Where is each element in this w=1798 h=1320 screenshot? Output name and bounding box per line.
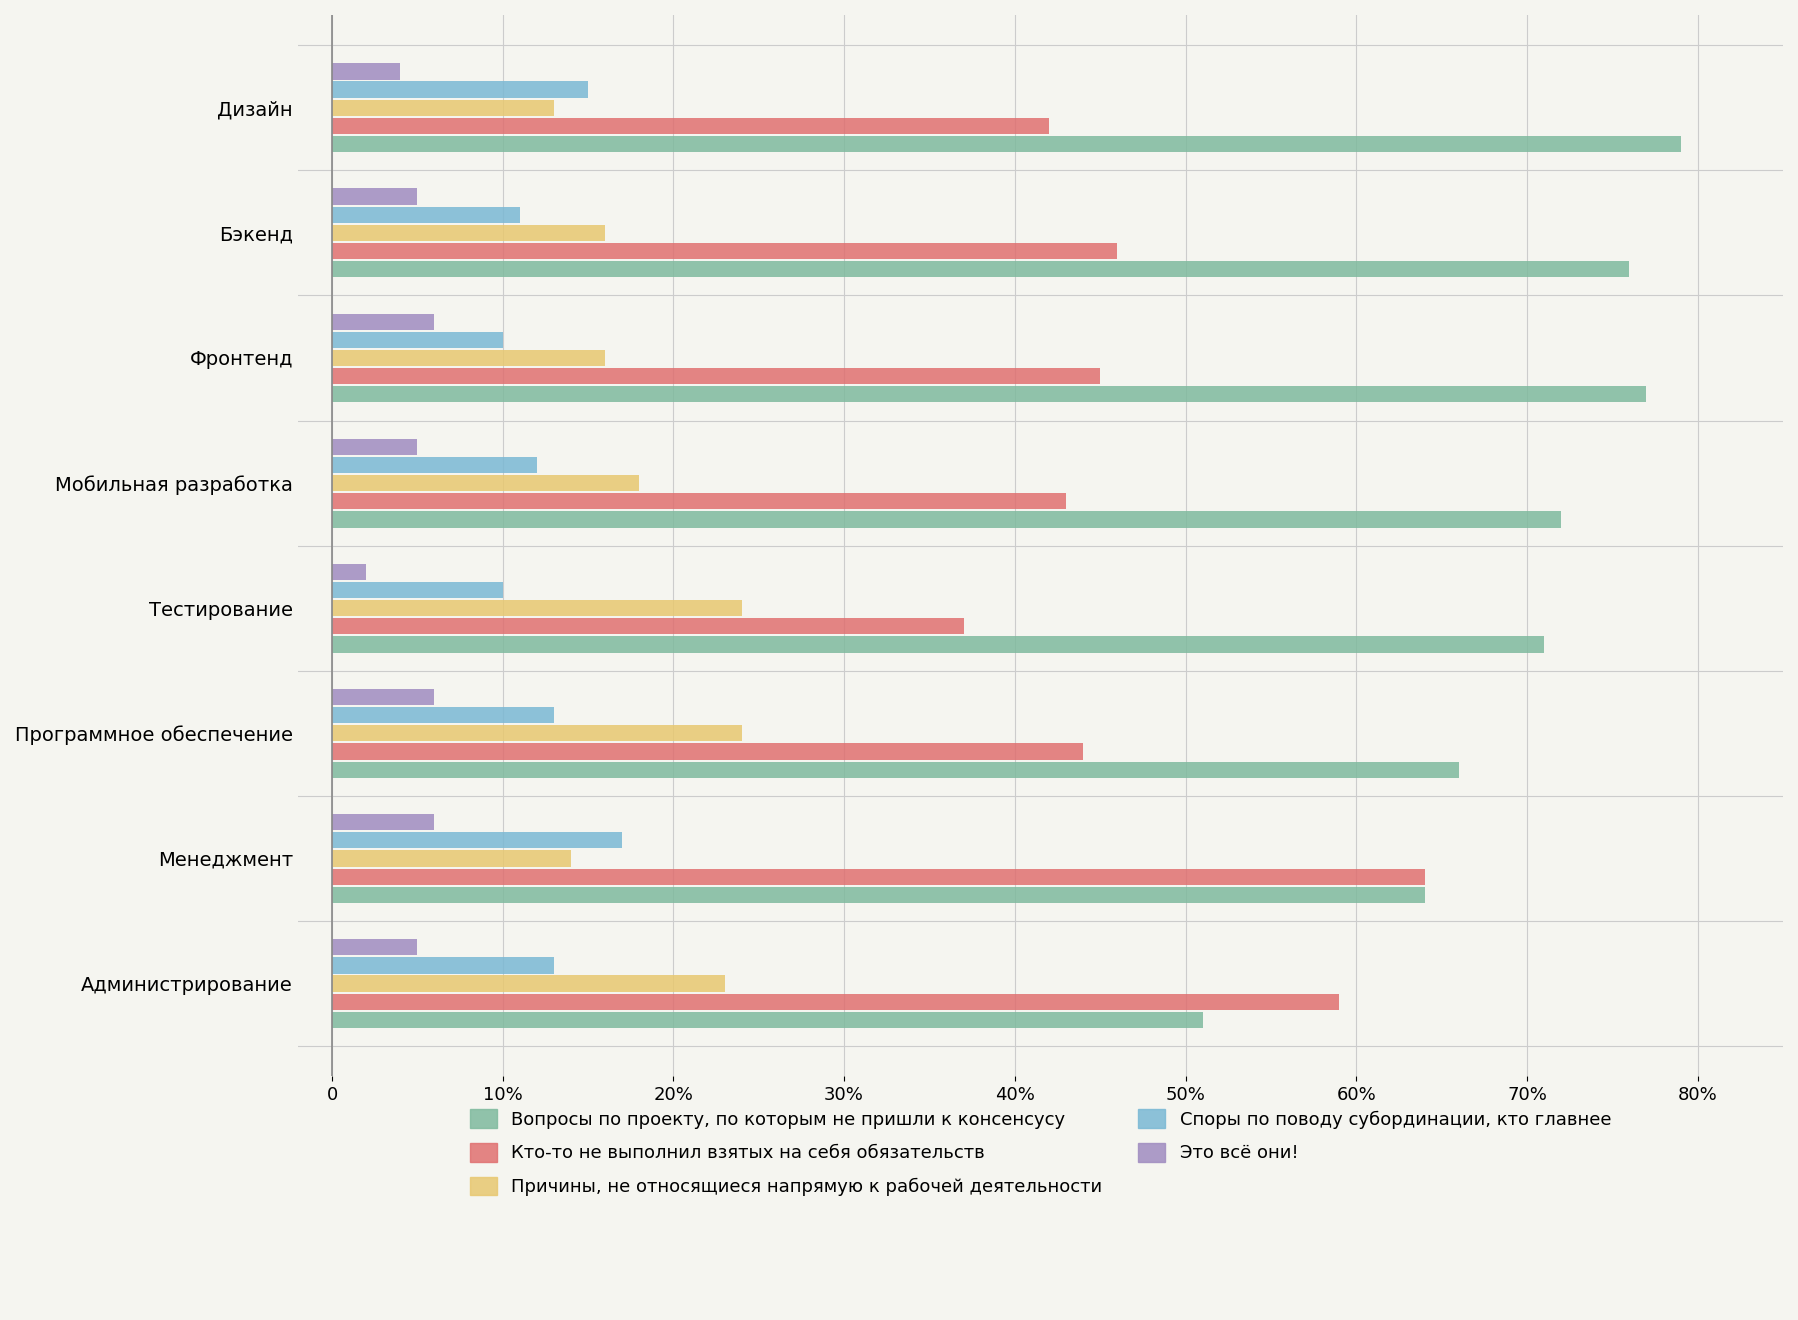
- Bar: [333, 82, 588, 98]
- Bar: [333, 725, 743, 742]
- Bar: [333, 314, 435, 330]
- Bar: [333, 582, 503, 598]
- Bar: [333, 994, 1340, 1010]
- Bar: [333, 368, 1100, 384]
- Bar: [333, 136, 1681, 152]
- Bar: [333, 385, 1647, 403]
- Bar: [333, 63, 401, 79]
- Bar: [333, 708, 554, 723]
- Bar: [333, 1012, 1203, 1028]
- Bar: [333, 618, 964, 635]
- Bar: [333, 832, 622, 849]
- Bar: [333, 814, 435, 830]
- Bar: [333, 601, 743, 616]
- Bar: [333, 564, 367, 579]
- Bar: [333, 957, 554, 974]
- Bar: [333, 206, 520, 223]
- Bar: [333, 350, 606, 366]
- Bar: [333, 940, 417, 956]
- Bar: [333, 494, 1066, 510]
- Bar: [333, 511, 1561, 528]
- Bar: [333, 99, 554, 116]
- Bar: [333, 887, 1424, 903]
- Bar: [333, 743, 1082, 759]
- Bar: [333, 438, 417, 455]
- Bar: [333, 869, 1424, 884]
- Bar: [333, 689, 435, 705]
- Bar: [333, 850, 572, 867]
- Bar: [333, 243, 1117, 259]
- Bar: [333, 331, 503, 348]
- Bar: [333, 475, 640, 491]
- Bar: [333, 457, 538, 473]
- Bar: [333, 189, 417, 205]
- Bar: [333, 224, 606, 242]
- Bar: [333, 762, 1458, 777]
- Bar: [333, 975, 725, 991]
- Bar: [333, 261, 1629, 277]
- Bar: [333, 636, 1544, 652]
- Legend: Вопросы по проекту, по которым не пришли к консенсусу, Кто-то не выполнил взятых: Вопросы по проекту, по которым не пришли…: [460, 1101, 1620, 1205]
- Bar: [333, 117, 1048, 133]
